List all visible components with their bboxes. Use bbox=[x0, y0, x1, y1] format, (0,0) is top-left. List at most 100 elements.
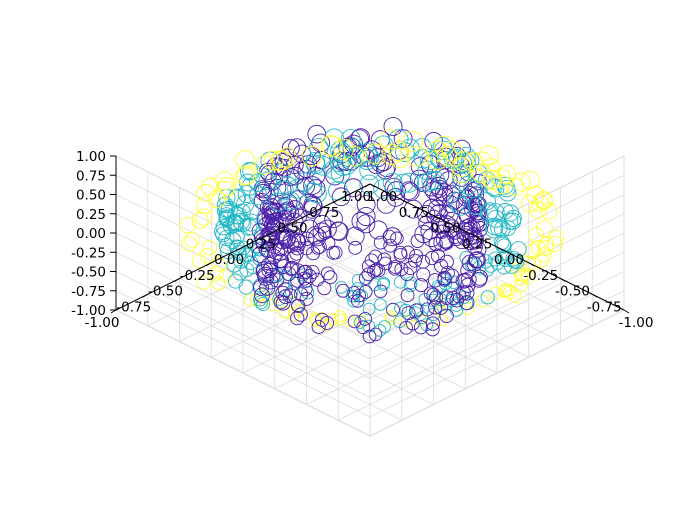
data-point bbox=[311, 319, 326, 334]
data-point bbox=[323, 270, 338, 285]
data-point bbox=[437, 272, 452, 287]
data-point bbox=[266, 216, 285, 234]
data-point bbox=[463, 219, 481, 238]
data-point bbox=[228, 188, 247, 207]
data-point bbox=[350, 294, 365, 308]
data-point bbox=[249, 238, 265, 253]
data-point bbox=[368, 327, 383, 342]
data-point bbox=[481, 157, 501, 178]
grid-line-z-wall-b bbox=[115, 309, 371, 437]
data-point bbox=[256, 261, 274, 279]
data-point bbox=[315, 312, 330, 327]
data-point bbox=[528, 226, 545, 243]
data-point bbox=[184, 232, 201, 248]
data-point bbox=[232, 264, 249, 281]
grid-line-y-floor bbox=[242, 246, 498, 374]
data-point bbox=[278, 289, 293, 304]
data-point bbox=[260, 151, 280, 171]
data-point bbox=[196, 275, 211, 290]
data-point bbox=[353, 316, 367, 329]
data-point bbox=[262, 198, 280, 216]
data-point bbox=[420, 302, 435, 317]
data-point bbox=[447, 192, 467, 212]
x-tick-label: -0.75 bbox=[116, 299, 151, 315]
data-point bbox=[285, 212, 304, 231]
data-point bbox=[263, 150, 284, 171]
data-point bbox=[320, 315, 335, 330]
data-point bbox=[320, 266, 335, 281]
x-tick-label: 1.00 bbox=[341, 189, 371, 205]
data-point bbox=[215, 171, 234, 191]
y-tick-mark bbox=[528, 262, 535, 267]
data-point bbox=[281, 266, 297, 282]
grid-line-z-wall-b bbox=[115, 232, 371, 360]
data-point bbox=[347, 294, 361, 308]
data-point bbox=[351, 273, 365, 287]
data-point bbox=[333, 138, 355, 160]
data-point bbox=[371, 263, 386, 278]
data-point bbox=[355, 315, 368, 328]
data-point bbox=[514, 271, 529, 286]
data-point bbox=[356, 320, 371, 335]
data-point bbox=[404, 276, 418, 290]
data-point bbox=[340, 129, 361, 149]
data-point bbox=[525, 256, 541, 272]
tick-labels: -1.00-0.75-0.50-0.250.000.250.500.751.00… bbox=[71, 149, 653, 331]
data-point bbox=[312, 222, 332, 242]
data-point bbox=[388, 260, 403, 274]
data-point bbox=[460, 271, 477, 288]
data-point bbox=[401, 306, 416, 321]
data-point bbox=[334, 281, 348, 294]
data-point bbox=[317, 226, 332, 240]
data-point bbox=[374, 298, 387, 311]
data-point bbox=[537, 239, 554, 256]
data-point bbox=[285, 224, 300, 239]
data-point bbox=[324, 159, 345, 180]
data-point bbox=[224, 231, 242, 250]
data-point bbox=[433, 233, 452, 252]
data-point bbox=[403, 199, 423, 219]
data-point bbox=[460, 151, 480, 171]
data-point bbox=[235, 150, 255, 170]
data-point bbox=[342, 138, 363, 159]
grid-line-z-wall-b bbox=[115, 194, 371, 321]
data-point bbox=[451, 156, 472, 177]
data-points bbox=[179, 117, 565, 344]
data-point bbox=[377, 252, 392, 266]
data-point bbox=[382, 172, 403, 193]
data-point bbox=[449, 298, 463, 312]
grid-line-z-wall-a bbox=[369, 271, 625, 398]
data-point bbox=[268, 192, 288, 212]
data-point bbox=[426, 287, 441, 302]
data-point bbox=[304, 197, 323, 216]
x-tick-mark bbox=[301, 215, 307, 219]
data-point bbox=[377, 276, 391, 290]
data-point bbox=[361, 267, 376, 282]
data-point bbox=[425, 322, 440, 337]
data-point bbox=[451, 196, 471, 216]
data-point bbox=[195, 208, 213, 226]
data-point bbox=[326, 245, 341, 260]
data-point bbox=[418, 292, 432, 307]
data-point bbox=[422, 228, 441, 248]
data-point bbox=[312, 214, 332, 234]
data-point bbox=[400, 267, 414, 282]
data-point bbox=[475, 294, 489, 308]
z-tick-label: -1.00 bbox=[71, 303, 106, 319]
data-point bbox=[416, 204, 436, 224]
data-point bbox=[238, 279, 254, 295]
y-tick-label: 1.00 bbox=[367, 189, 397, 205]
data-point bbox=[409, 303, 424, 318]
grid-line-y-floor bbox=[211, 230, 466, 358]
data-point bbox=[399, 172, 420, 193]
data-point bbox=[524, 243, 541, 259]
data-point bbox=[330, 163, 351, 184]
data-point bbox=[252, 279, 269, 296]
data-point bbox=[521, 255, 536, 271]
x-tick-mark bbox=[205, 262, 212, 267]
data-point bbox=[468, 251, 486, 269]
data-point bbox=[444, 268, 460, 284]
data-point bbox=[248, 186, 268, 206]
grid-line-y-floor bbox=[306, 278, 561, 405]
